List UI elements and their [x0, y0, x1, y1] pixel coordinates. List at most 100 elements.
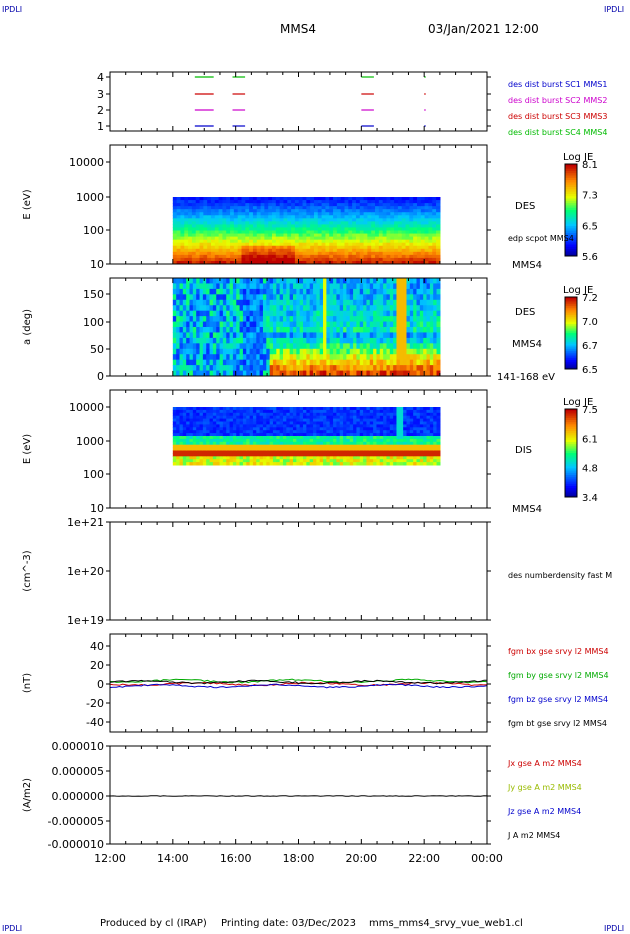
spectrogram-cell	[346, 438, 351, 443]
spectrogram-cell	[279, 332, 284, 339]
spectrogram-cell	[396, 288, 401, 295]
spectrogram-cell	[182, 438, 187, 443]
spectrogram-cell	[298, 245, 304, 250]
spectrogram-cell	[212, 316, 217, 323]
spectrogram-cell	[210, 224, 216, 228]
spectrogram-cell	[252, 316, 257, 323]
spectrogram-cell	[396, 305, 401, 312]
spectrogram-cell	[401, 242, 407, 247]
spectrogram-cell	[191, 251, 197, 256]
spectrogram-cell	[239, 278, 244, 284]
spectrogram-cell	[423, 436, 428, 440]
spectrogram-cell	[189, 327, 194, 333]
spectrogram-cell	[202, 305, 207, 312]
spectrogram-cell	[346, 316, 351, 323]
spectrogram-cell	[272, 462, 277, 466]
spectrogram-cell	[186, 418, 191, 422]
spectrogram-cell	[283, 203, 288, 207]
spectrogram-cell	[242, 354, 247, 361]
spectrogram-cell	[303, 332, 307, 339]
spectrogram-cell	[313, 245, 319, 250]
spectrogram-cell	[424, 212, 430, 216]
spectrogram-cell	[383, 456, 388, 460]
spectrogram-cell	[403, 415, 408, 420]
spectrogram-cell	[196, 409, 201, 414]
spectrogram-cell	[269, 327, 274, 333]
spectrogram-cell	[252, 230, 258, 235]
spectrogram-cell	[329, 227, 334, 231]
spectrogram-cell	[433, 427, 438, 431]
spectrogram-cell	[186, 305, 191, 312]
spectrogram-cell	[433, 447, 438, 451]
spectrogram-cell	[266, 283, 271, 290]
spectrogram-cell	[199, 251, 204, 256]
spectrogram-cell	[413, 462, 418, 466]
spectrogram-cell	[269, 462, 274, 466]
spectrogram-cell	[409, 453, 414, 457]
spectrogram-cell	[329, 242, 334, 247]
spectrogram-cell	[293, 421, 297, 425]
spectrogram-cell	[266, 436, 271, 440]
spectrogram-cell	[333, 257, 338, 262]
spectrogram-cell	[275, 227, 281, 231]
spectrogram-cell	[429, 459, 434, 463]
spectrogram-cell	[416, 236, 422, 241]
spectrogram-cell	[359, 459, 364, 463]
spectrogram-cell	[396, 409, 401, 414]
spectrogram-cell	[180, 260, 185, 265]
spectrogram-cell	[186, 427, 191, 431]
spectrogram-cell	[336, 206, 342, 210]
spectrogram-cell	[219, 453, 224, 457]
spectrogram-cell	[436, 233, 441, 238]
spectrogram-cell	[199, 407, 204, 411]
spectrogram-cell	[343, 433, 348, 437]
spectrogram-cell	[406, 316, 411, 323]
spectrogram-cell	[202, 370, 207, 377]
spectrogram-cell	[403, 294, 408, 301]
spectrogram-cell	[306, 462, 311, 466]
spectrogram-cell	[409, 348, 414, 355]
spectrogram-cell	[176, 450, 181, 454]
spectrogram-cell	[199, 305, 204, 312]
spectrogram-cell	[298, 218, 304, 222]
spectrogram-cell	[282, 433, 287, 437]
spectrogram-cell	[416, 337, 421, 344]
spectrogram-cell	[353, 321, 358, 328]
spectrogram-cell	[246, 444, 251, 449]
spectrogram-cell	[426, 327, 431, 333]
spectrogram-cell	[275, 209, 281, 213]
spectrogram-cell	[252, 299, 257, 306]
spectrogram-cell	[373, 462, 378, 466]
spectrogram-cell	[321, 224, 327, 228]
spectrogram-cell	[373, 412, 378, 417]
spectrogram-cell	[426, 427, 431, 431]
spectrogram-cell	[252, 436, 257, 440]
spectrogram-cell	[269, 436, 274, 440]
spectrogram-cell	[317, 200, 323, 204]
spectrogram-cell	[216, 415, 221, 420]
spectrogram-cell	[436, 430, 441, 434]
spectrogram-cell	[405, 215, 410, 219]
spectrogram-cell	[343, 438, 348, 443]
spectrogram-cell	[309, 359, 314, 366]
spectrogram-cell	[433, 430, 438, 434]
spectrogram-cell	[172, 412, 177, 417]
spectrogram-cell	[256, 212, 262, 216]
spectrogram-cell	[353, 348, 358, 355]
spectrogram-cell	[289, 370, 294, 377]
spectrogram-cell	[306, 233, 311, 238]
spectrogram-cell	[229, 415, 234, 420]
spectrogram-cell	[403, 427, 408, 431]
spectrogram-cell	[309, 348, 314, 355]
spectrogram-cell	[276, 337, 281, 344]
spectrogram-cell	[409, 433, 414, 437]
spectrogram-cell	[306, 248, 311, 253]
spectrogram-cell	[195, 209, 201, 213]
spectrogram-cell	[209, 332, 214, 339]
spectrogram-cell	[416, 415, 421, 420]
spectrogram-cell	[343, 424, 348, 428]
spectrogram-cell	[378, 218, 384, 222]
spectrogram-cell	[369, 424, 374, 428]
spectrogram-cell	[282, 430, 287, 434]
spectrogram-cell	[286, 332, 291, 339]
